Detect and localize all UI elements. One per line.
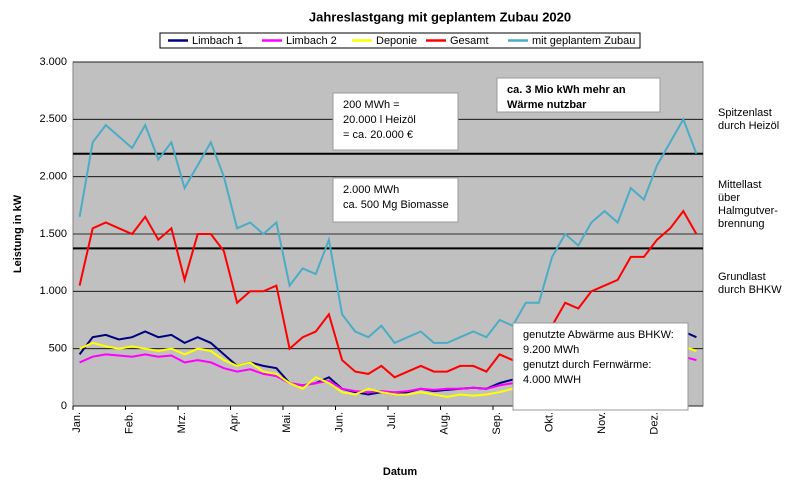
x-tick-label: Jan.	[71, 412, 83, 433]
legend-box	[159, 32, 641, 49]
annotation-text: 2.000 MWh	[343, 184, 399, 196]
y-tick-label: 2.500	[39, 113, 67, 125]
side-label: Spitzenlast	[718, 107, 772, 119]
annotation-text: 20.000 l Heizöl	[343, 114, 416, 126]
chart-title: Jahreslastgang mit geplantem Zubau 2020	[309, 9, 571, 24]
side-label: über	[718, 192, 740, 204]
x-tick-label: Jul.	[386, 412, 398, 429]
x-tick-label: Jun.	[333, 412, 345, 433]
x-tick-label: Sep.	[491, 412, 503, 435]
y-tick-label: 1.500	[39, 228, 67, 240]
annotation-text: ca. 500 Mg Biomasse	[343, 199, 449, 211]
y-tick-label: 2.000	[39, 171, 67, 183]
side-label: Grundlast	[718, 271, 766, 283]
annotation-box	[512, 322, 689, 411]
x-tick-label: Okt.	[543, 412, 555, 432]
side-label: brennung	[718, 218, 765, 230]
x-tick-label: Nov.	[596, 412, 608, 434]
annotation-text: 9.200 MWh	[523, 344, 579, 356]
x-tick-label: Feb.	[123, 412, 135, 434]
side-label: Halmgutver-	[718, 205, 778, 217]
x-tick-label: Mrz.	[176, 412, 188, 433]
legend-label: Limbach 2	[286, 35, 337, 47]
legend-label: Deponie	[376, 35, 417, 47]
annotation-text: Wärme nutzbar	[507, 99, 587, 111]
x-tick-label: Mai.	[281, 412, 293, 433]
side-label: durch BHKW	[718, 284, 782, 296]
annotation-box	[332, 92, 459, 151]
annotation-box	[332, 177, 459, 223]
side-label: durch Heizöl	[718, 120, 779, 132]
annotation-text: 200 MWh =	[343, 99, 400, 111]
series-line	[78, 209, 698, 379]
legend-label: Gesamt	[450, 35, 489, 47]
x-axis-label: Datum	[383, 466, 417, 478]
y-tick-label: 500	[49, 343, 67, 355]
x-tick-label: Aug.	[438, 412, 450, 435]
annotation-text: genutzt durch Fernwärme:	[523, 359, 651, 371]
x-tick-label: Apr.	[228, 412, 240, 432]
y-tick-label: 3.000	[39, 56, 67, 68]
annotation-text: = ca. 20.000 €	[343, 129, 413, 141]
side-label: Mittellast	[718, 179, 761, 191]
annotation-box	[496, 77, 661, 113]
y-tick-label: 0	[61, 400, 67, 412]
annotation-text: 4.000 MWH	[523, 374, 581, 386]
annotation-text: genutzte Abwärme aus BHKW:	[523, 329, 674, 341]
annotation-text: ca. 3 Mio kWh mehr an	[507, 84, 626, 96]
legend-label: Limbach 1	[192, 35, 243, 47]
y-tick-label: 1.000	[39, 285, 67, 297]
x-tick-label: Dez.	[648, 412, 660, 435]
legend-label: mit geplantem Zubau	[532, 35, 635, 47]
y-axis-label: Leistung in kW	[12, 194, 24, 273]
series-line	[78, 116, 698, 345]
